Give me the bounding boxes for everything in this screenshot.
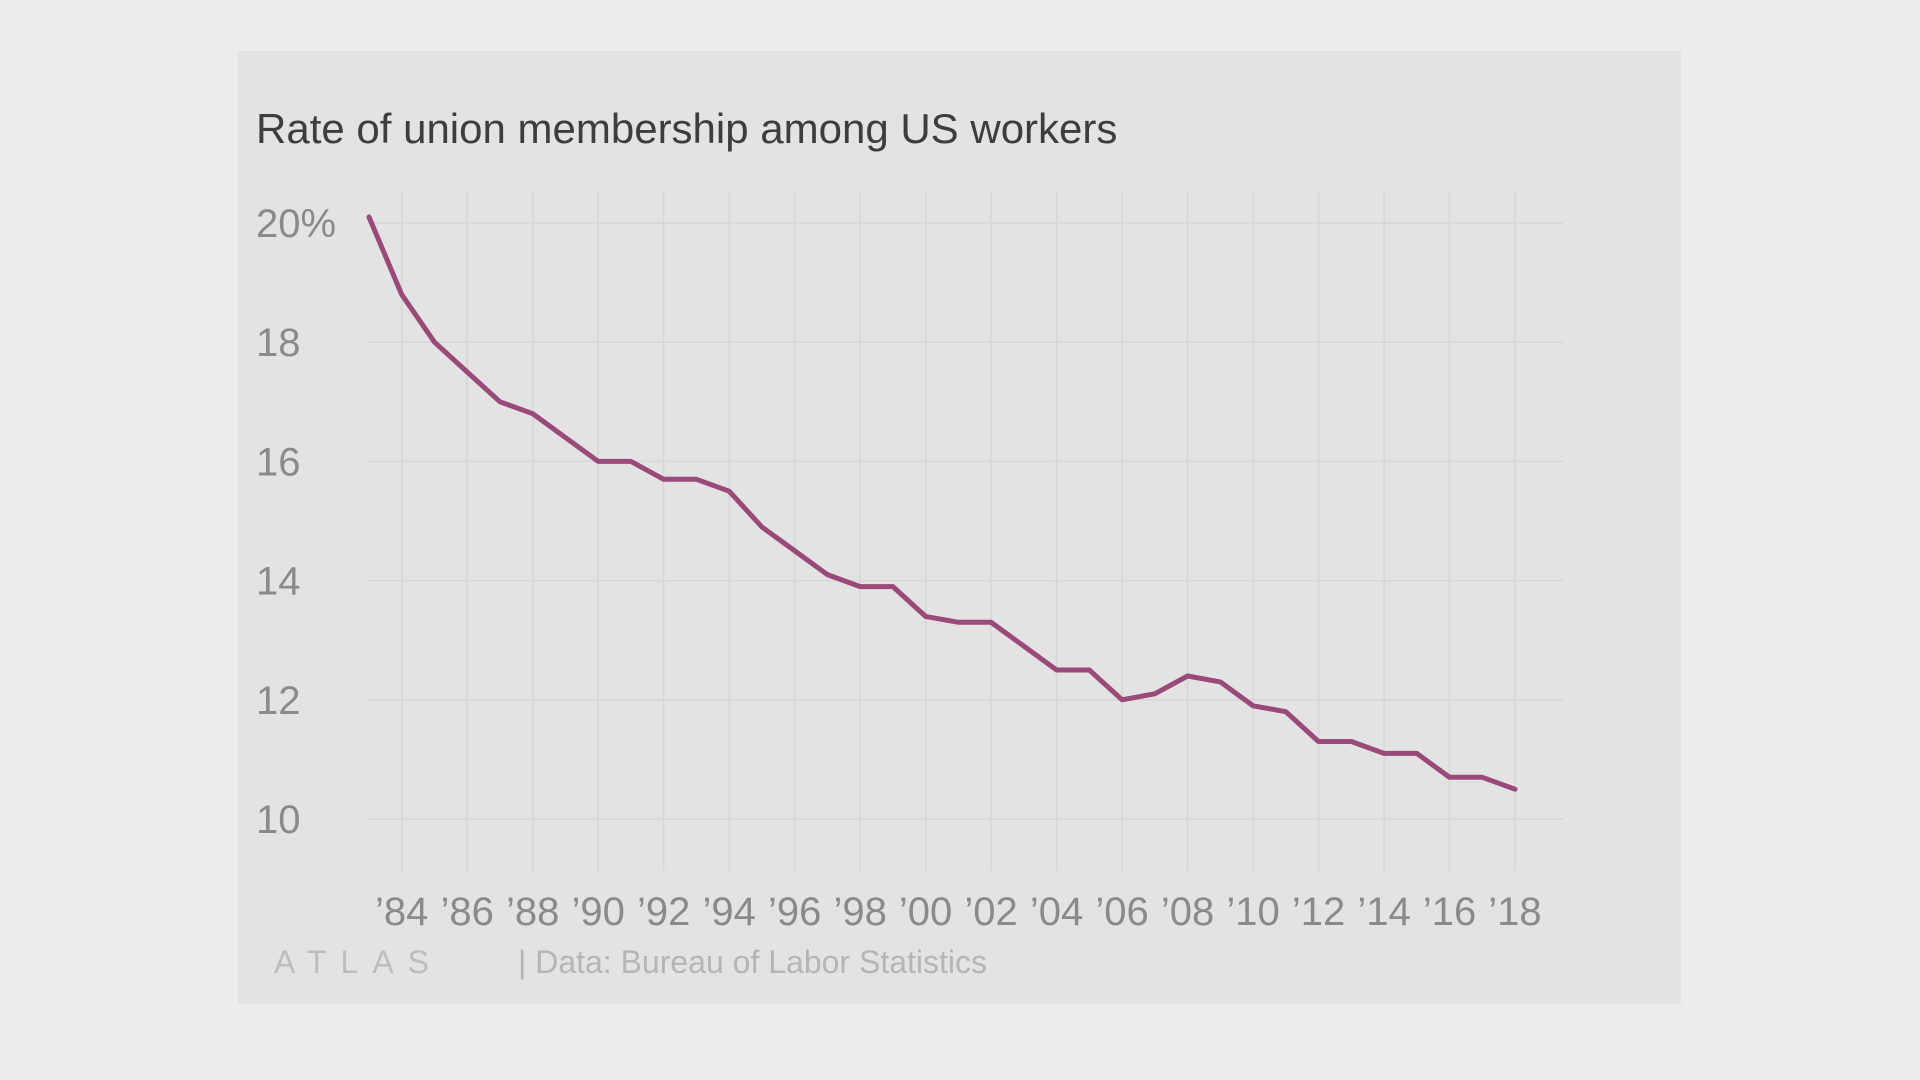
x-tick-label: ’18: [1488, 890, 1541, 934]
x-tick-label: ’10: [1226, 890, 1279, 934]
x-tick-label: ’08: [1161, 890, 1214, 934]
y-tick-label: 10: [256, 798, 301, 842]
x-tick-label: ’86: [441, 890, 494, 934]
y-tick-label: 14: [256, 560, 301, 604]
chart-title: Rate of union membership among US worker…: [256, 105, 1118, 152]
x-tick-label: ’84: [375, 890, 428, 934]
y-tick-label: 16: [256, 440, 301, 484]
series-line: [366, 214, 1518, 792]
line-chart: 10 12 14 16 18 20% ’84 ’86 ’88 ’90 ’92 ’94 ’96 ’98 ’00…: [256, 191, 1563, 934]
y-tick-label: 20%: [256, 202, 336, 246]
x-tick-label: ’04: [1030, 890, 1083, 934]
y-tick-label: 18: [256, 321, 301, 365]
chart-footer: ATLAS | Data: Bureau of Labor Statistics: [274, 937, 987, 987]
x-tick-label: ’94: [702, 890, 755, 934]
y-tick-label: 12: [256, 679, 301, 723]
x-tick-label: ’96: [768, 890, 821, 934]
x-tick-label: ’14: [1357, 890, 1410, 934]
x-tick-label: ’98: [833, 890, 886, 934]
x-tick-label: ’12: [1292, 890, 1345, 934]
x-tick-label: ’16: [1423, 890, 1476, 934]
x-tick-label: ’00: [899, 890, 952, 934]
x-tick-label: ’02: [964, 890, 1017, 934]
x-tick-label: ’88: [506, 890, 559, 934]
data-source: | Data: Bureau of Labor Statistics: [518, 943, 987, 980]
x-tick-label: ’92: [637, 890, 690, 934]
x-tick-label: ’06: [1095, 890, 1148, 934]
x-tick-label: ’90: [572, 890, 625, 934]
atlas-logo: ATLAS: [274, 943, 443, 980]
chart-card: Rate of union membership among US worker…: [238, 51, 1681, 1004]
